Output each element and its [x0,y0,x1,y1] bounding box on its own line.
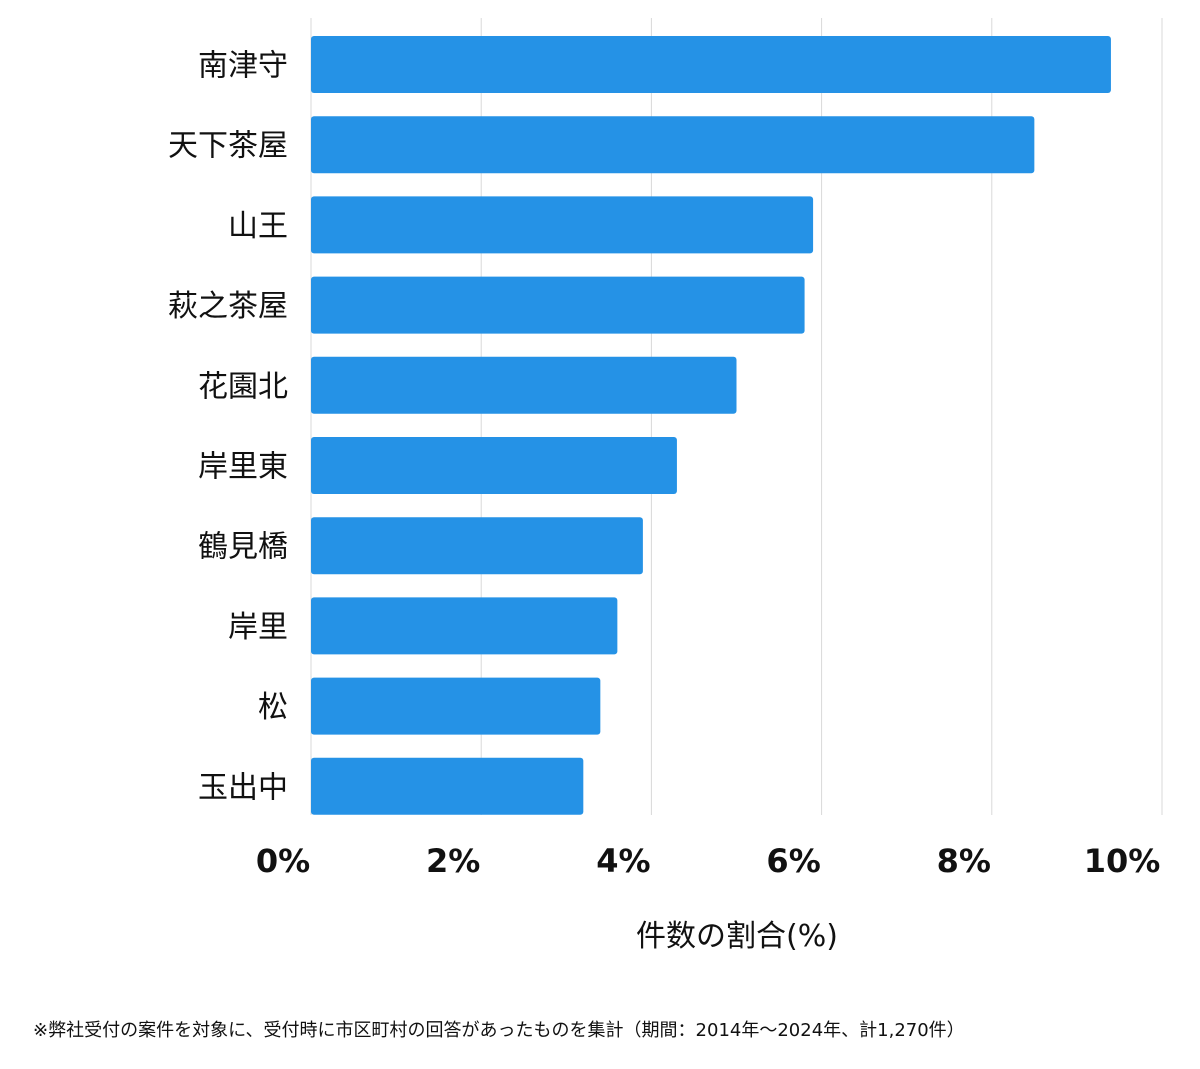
category-label: 花園北 [198,369,288,404]
category-label: 萩之茶屋 [168,289,288,324]
category-label: 天下茶屋 [168,129,288,164]
x-tick-label: 8% [937,842,991,880]
bar [311,116,1035,174]
bar [311,356,737,414]
bars [311,36,1111,815]
x-tick-label: 0% [256,842,310,880]
category-label: 鶴見橋 [198,530,288,565]
x-axis-title: 件数の割合(%) [636,919,838,954]
bar [311,677,601,735]
x-tick-label: 6% [766,842,820,880]
category-label: 玉出中 [198,770,288,805]
bar [311,196,814,254]
category-label: 岸里 [228,610,288,645]
bar [311,517,643,575]
category-label: 岸里東 [198,450,288,485]
bar [311,597,618,655]
x-tick-labels: 0% 2% 4% 6% 8% 10% [256,842,1160,880]
bar [311,36,1111,93]
category-label: 南津守 [198,49,288,84]
category-label: 山王 [228,209,288,244]
category-label: 松 [258,690,288,725]
bar [311,437,677,494]
x-tick-label: 10% [1084,842,1161,880]
footnote: ※弊社受付の案件を対象に、受付時に市区町村の回答があったものを集計（期間：201… [33,1020,965,1041]
bar [311,757,584,815]
bar [311,276,805,334]
x-tick-label: 2% [426,842,480,880]
x-tick-label: 4% [596,842,650,880]
